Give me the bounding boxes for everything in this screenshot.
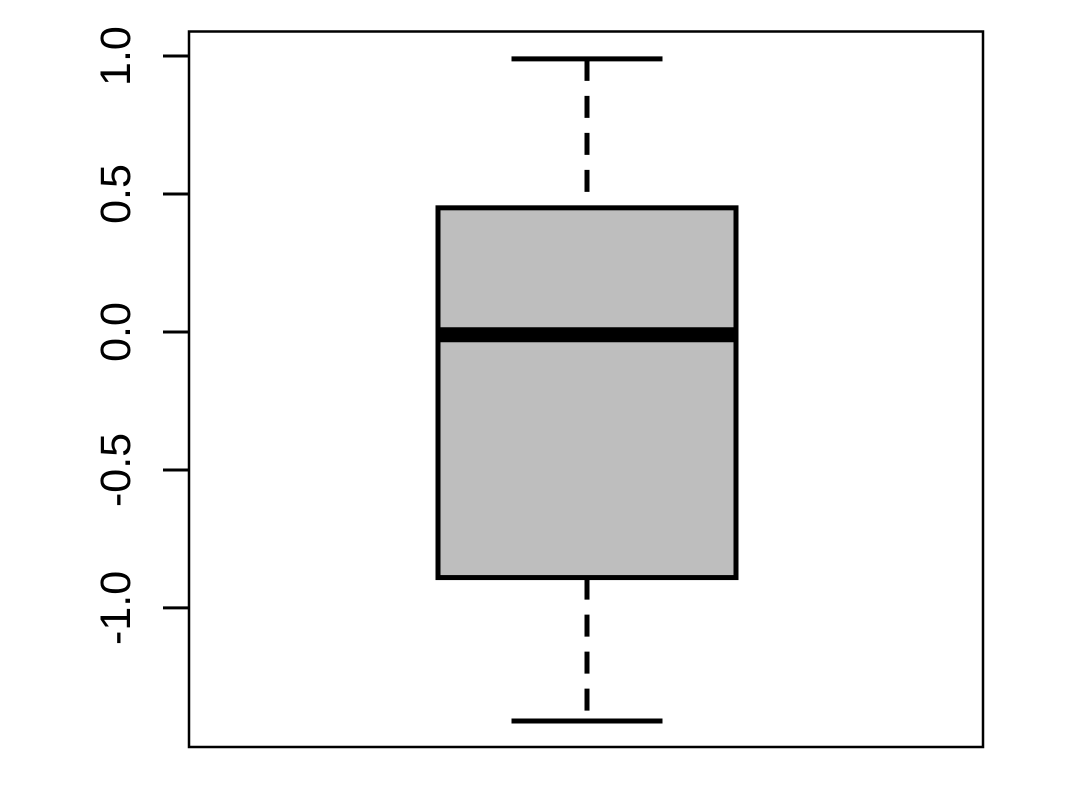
- y-tick-label: 0.5: [92, 164, 140, 224]
- box-iqr: [435, 205, 739, 581]
- plot-frame: [187, 30, 985, 749]
- y-tick-label: 1.0: [92, 26, 140, 86]
- y-tick-label: 0.0: [92, 302, 140, 362]
- y-tick-label: -1.0: [92, 571, 140, 645]
- y-axis-labels: -1.0 -0.5 0.0 0.5 1.0: [92, 26, 140, 645]
- y-tick-label: -0.5: [92, 433, 140, 507]
- y-axis-ticks: [163, 54, 189, 610]
